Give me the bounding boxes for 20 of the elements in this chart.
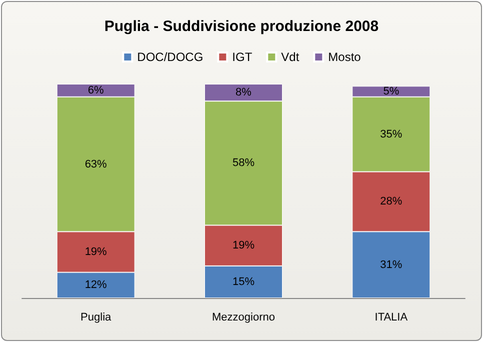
legend-label: Mosto	[328, 50, 362, 64]
data-label: 58%	[232, 157, 255, 170]
data-label: 63%	[84, 158, 108, 170]
x-tick-label: Puglia	[80, 312, 112, 324]
data-label: 8%	[236, 86, 252, 99]
data-label: 19%	[232, 240, 255, 252]
data-label: 35%	[380, 128, 402, 140]
data-label: 19%	[84, 246, 108, 258]
data-label: 15%	[232, 276, 255, 288]
data-label: 6%	[88, 84, 104, 96]
x-tick-label: Mezzogiorno	[212, 312, 275, 324]
data-label: 12%	[84, 279, 108, 292]
legend-label: IGT	[232, 50, 253, 64]
x-tick-label: ITALIA	[374, 312, 408, 324]
data-label: 31%	[380, 258, 402, 271]
chart-title: Puglia - Suddivisione produzione 2008	[104, 18, 379, 35]
legend-label: Vdt	[281, 50, 300, 64]
legend-label: DOC/DOCG	[137, 50, 204, 64]
data-label: 5%	[383, 85, 400, 98]
data-label: 28%	[380, 196, 402, 208]
